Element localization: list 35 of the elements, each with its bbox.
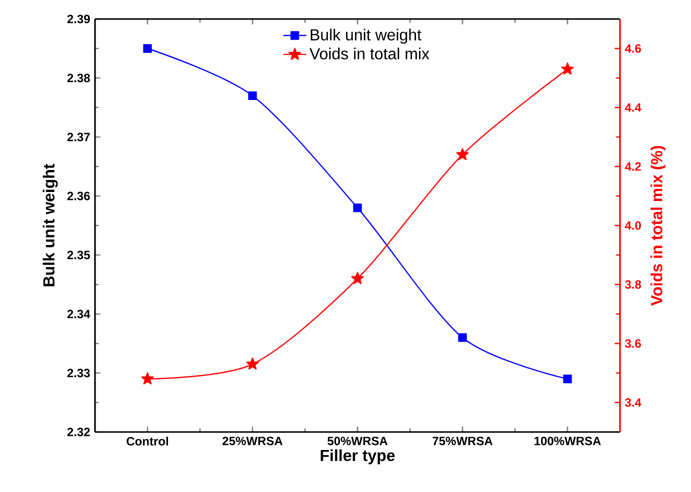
legend-label: Voids in total mix xyxy=(310,48,430,60)
y-tick-label: 2.38 xyxy=(67,74,90,82)
y-tick-label: 2.34 xyxy=(67,310,90,318)
point xyxy=(141,372,154,384)
x-tick-label: 50%WRSA xyxy=(328,436,388,446)
y2-tick-label: 4.0 xyxy=(624,221,641,230)
point xyxy=(563,374,572,384)
x-tick-label: Control xyxy=(126,436,168,446)
y-tick-label: 2.33 xyxy=(67,368,90,378)
x-axis-title: Filler type xyxy=(320,449,395,464)
y2-tick-label: 3.6 xyxy=(624,339,641,348)
y2-tick-label: 4.4 xyxy=(624,103,642,112)
x-tick-label: 25%WRSA xyxy=(222,436,283,446)
y2-tick-label: 4.2 xyxy=(624,162,641,171)
y2-tick-label: 3.4 xyxy=(624,398,642,407)
y2-tick-label: 3.8 xyxy=(624,280,642,289)
point xyxy=(561,62,574,75)
y-tick-label: 2.35 xyxy=(67,250,90,260)
y2-tick-label: 4.6 xyxy=(624,44,641,53)
point xyxy=(353,203,362,212)
point xyxy=(456,148,469,160)
y-tick-label: 2.39 xyxy=(67,14,90,24)
point xyxy=(246,358,259,370)
x-tick-label: 100%WRSA xyxy=(534,436,601,446)
y-axis-title: Bulk unit weight xyxy=(42,164,58,286)
legend-label: Bulk unit weight xyxy=(310,28,422,44)
x-tick-label: 75%WRSA xyxy=(432,436,493,446)
y-tick-label: 2.32 xyxy=(67,428,90,436)
y-tick-label: 2.37 xyxy=(67,132,90,142)
point xyxy=(458,333,467,342)
point xyxy=(351,272,364,284)
point xyxy=(248,91,257,100)
y-tick-label: 2.36 xyxy=(67,192,90,200)
y2-axis-title: Voids in total mix (%) xyxy=(650,146,666,306)
point xyxy=(143,44,152,53)
